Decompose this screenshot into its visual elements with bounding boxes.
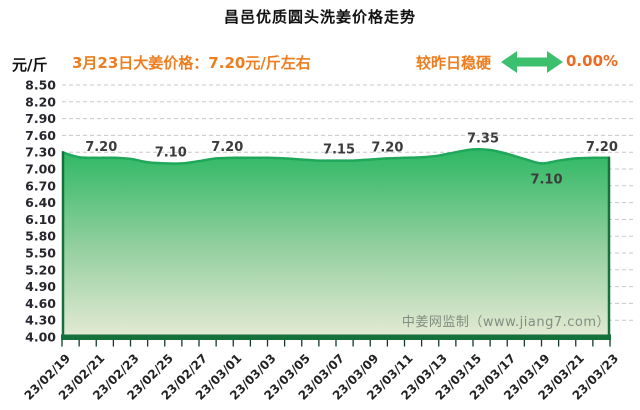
y-tick-label: 7.00 — [25, 162, 56, 177]
point-value-label: 7.10 — [155, 145, 187, 160]
y-tick-label: 7.90 — [25, 111, 56, 126]
y-axis-unit-label: 元/斤 — [12, 56, 48, 74]
point-value-label: 7.10 — [530, 172, 562, 187]
point-value-label: 7.35 — [467, 131, 499, 146]
trend-status-label: 较昨日稳硬 — [416, 54, 492, 72]
price-line — [61, 147, 611, 165]
point-value-label: 7.15 — [323, 143, 355, 158]
current-price-subtitle: 3月23日大姜价格：7.20元/斤左右 — [72, 54, 311, 72]
y-tick-label: 4.90 — [25, 279, 56, 294]
point-value-label: 7.20 — [586, 140, 618, 155]
watermark: 中姜网监制（www.jiang7.com） — [401, 315, 610, 330]
y-tick-label: 8.20 — [25, 94, 56, 109]
y-tick-label: 4.00 — [25, 330, 56, 345]
stable-double-arrow-icon — [501, 51, 563, 73]
page-title: 昌邑优质圆头洗姜价格走势 — [223, 8, 416, 26]
y-tick-label: 5.80 — [25, 229, 56, 244]
y-tick-label: 6.10 — [25, 212, 56, 227]
x-axis-line — [61, 334, 611, 340]
trend-percent-value: 0.00% — [566, 52, 619, 70]
x-axis-ticks — [61, 340, 611, 347]
y-tick-label: 4.60 — [25, 296, 56, 311]
y-tick-label: 7.60 — [25, 128, 56, 143]
x-axis-labels: 23/02/1923/02/2123/02/2323/02/2523/02/27… — [22, 351, 622, 403]
price-area-fill — [62, 149, 610, 337]
y-tick-label: 6.40 — [25, 195, 56, 210]
y-tick-label: 5.20 — [25, 262, 56, 277]
y-tick-label: 6.70 — [25, 178, 56, 193]
point-value-label: 7.20 — [371, 140, 403, 155]
y-tick-label: 8.50 — [25, 78, 56, 93]
y-tick-label: 4.30 — [25, 313, 56, 328]
y-axis-labels: 8.508.20 7.90 7.60 7.30 7.006.70 6.40 6.10 5.80… — [25, 78, 56, 345]
y-tick-label: 7.30 — [25, 145, 56, 160]
point-value-labels: 7.20 7.10 7.20 7.15 7.20 7.35 7.10 7.20 — [85, 131, 618, 187]
point-value-label: 7.20 — [211, 140, 243, 155]
y-tick-label: 5.50 — [25, 246, 56, 261]
point-value-label: 7.20 — [85, 140, 117, 155]
